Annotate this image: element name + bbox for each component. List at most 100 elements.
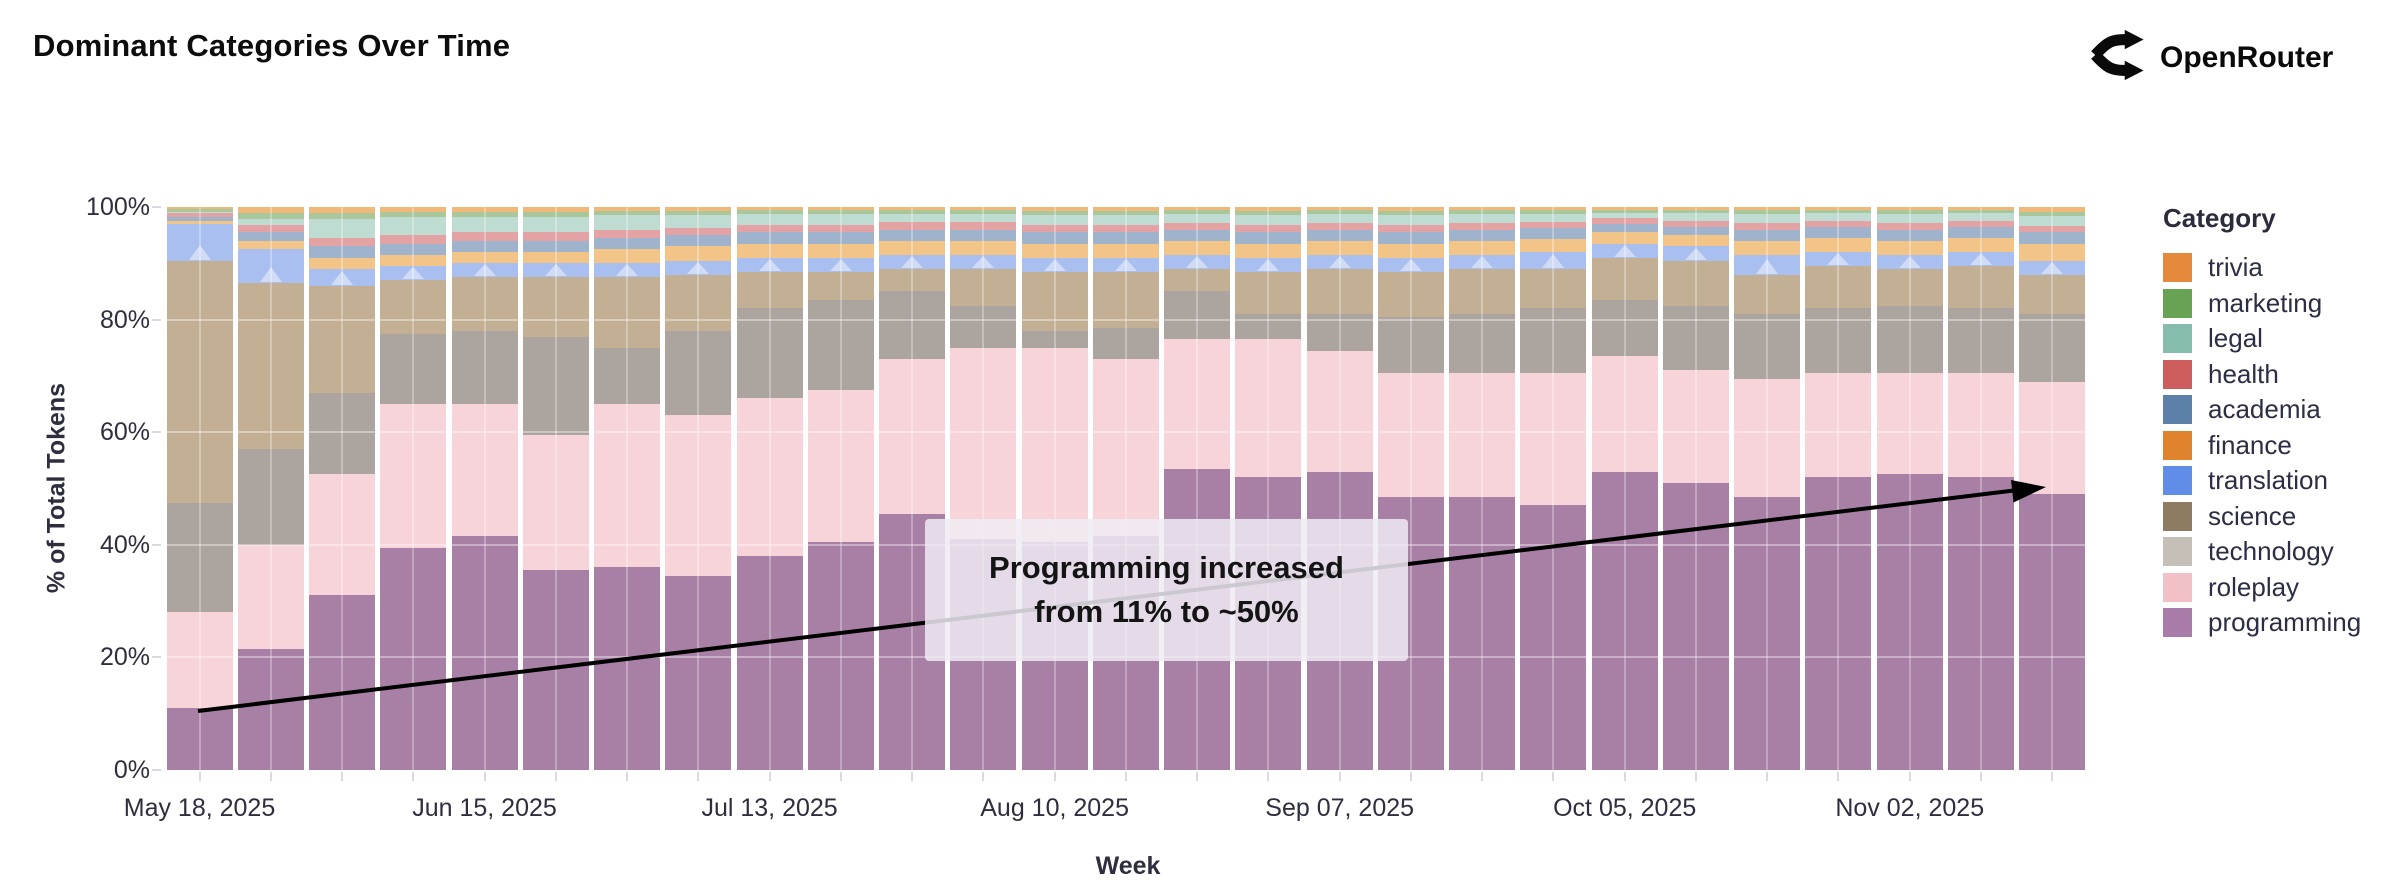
bar-segment-legal	[451, 216, 518, 233]
bar-segment-technology	[1662, 305, 1729, 371]
bar-segment-academia	[1876, 229, 1943, 241]
bar-segment-trivia	[1805, 207, 1872, 210]
bar-segment-roleplay	[1449, 373, 1516, 497]
bar-segment-trivia	[594, 207, 661, 211]
bar-segment-academia	[522, 240, 589, 253]
bar-segment-legal	[1235, 215, 1302, 226]
bar-segment-translation	[1948, 252, 2014, 267]
bar-segment-marketing	[1876, 210, 1943, 215]
bar-segment-translation	[1306, 254, 1373, 269]
bar-segment-legal	[1948, 213, 2014, 222]
bar-segment-health	[1734, 222, 1801, 230]
bar-segment-marketing	[1235, 210, 1302, 216]
bar-center-gridline	[1908, 207, 1911, 770]
bar-segment-health	[1235, 225, 1302, 233]
bar-segment-legal	[237, 219, 304, 226]
bar-segment-roleplay	[1164, 339, 1231, 469]
legend-item-science: science	[2163, 499, 2361, 535]
bar-center-gridline	[269, 207, 272, 770]
bar-segment-translation	[1734, 254, 1801, 275]
bar-segment-roleplay	[1235, 339, 1302, 478]
translation-band-triangle	[188, 244, 211, 260]
bar-segment-marketing	[665, 210, 732, 216]
bar-segment-translation	[1876, 254, 1943, 269]
bar-segment-roleplay	[1662, 370, 1729, 483]
bar-center-gridline	[1623, 207, 1626, 770]
bar-segment-academia	[1662, 226, 1729, 236]
bar-segment-technology	[380, 333, 447, 405]
bar-segment-finance	[879, 240, 946, 255]
y-tick-label: 0%	[113, 756, 150, 784]
bar-segment-trivia	[1520, 207, 1587, 211]
bar-segment-technology	[1805, 308, 1872, 374]
translation-band-triangle	[331, 270, 354, 285]
bar-segment-legal	[522, 216, 589, 233]
bar-segment-health	[594, 229, 661, 238]
bar-segment-programming	[2019, 494, 2086, 770]
bar-segment-marketing	[451, 211, 518, 217]
bar-segment-technology	[879, 291, 946, 360]
translation-band-triangle	[1043, 258, 1066, 271]
bar-segment-technology	[665, 330, 732, 416]
annotation-line-2: from 11% to ~50%	[1034, 594, 1299, 629]
bar-segment-marketing	[309, 212, 376, 220]
bar-segment-academia	[166, 216, 233, 221]
legend-label: legal	[2208, 323, 2263, 354]
bar-segment-roleplay	[1306, 350, 1373, 472]
bar-segment-academia	[380, 243, 447, 255]
y-tick-mark	[152, 206, 161, 208]
bar-segment-legal	[166, 211, 233, 214]
bar-segment-science	[665, 274, 732, 331]
bar-segment-academia	[2019, 232, 2086, 244]
legend-title: Category	[2163, 203, 2276, 233]
bar-segment-health	[665, 227, 732, 236]
bar-segment-translation	[950, 254, 1017, 269]
bar-segment-technology	[522, 336, 589, 436]
bar-segment-finance	[380, 254, 447, 267]
bar-segment-translation	[380, 266, 447, 281]
translation-band-triangle	[687, 261, 710, 274]
bar-segment-marketing	[1805, 209, 1872, 214]
translation-band-triangle	[616, 264, 639, 277]
bar-segment-translation	[1235, 257, 1302, 272]
bar-segment-legal	[2019, 216, 2086, 226]
bar-segment-legal	[1306, 214, 1373, 223]
x-tick-mark	[2051, 772, 2054, 781]
bar-segment-health	[1948, 221, 2014, 227]
bar-segment-science	[1377, 271, 1444, 317]
bar-segment-finance	[237, 240, 304, 250]
bar-center-gridline	[198, 207, 201, 770]
bar-segment-translation	[166, 223, 233, 261]
x-tick-mark	[626, 772, 629, 781]
bar-segment-trivia	[736, 207, 803, 211]
bar-segment-legal	[1662, 213, 1729, 221]
page-title: Dominant Categories Over Time	[33, 28, 511, 63]
bar-segment-health	[522, 232, 589, 241]
x-tick-label: Aug 10, 2025	[980, 794, 1129, 822]
bar-segment-technology	[309, 392, 376, 475]
bar-center-gridline	[1837, 207, 1840, 770]
translation-band-triangle	[901, 255, 924, 268]
bar-segment-marketing	[1377, 210, 1444, 216]
x-tick-mark	[1766, 772, 1769, 781]
bar-segment-science	[594, 277, 661, 348]
bar-segment-marketing	[1591, 209, 1658, 213]
x-tick-mark	[1267, 772, 1270, 781]
legend-item-academia: academia	[2163, 392, 2361, 428]
brand-label: OpenRouter	[2160, 40, 2334, 74]
legend-item-technology: technology	[2163, 534, 2361, 570]
bar-center-gridline	[1766, 207, 1769, 770]
bar-segment-trivia	[1306, 207, 1373, 211]
bar-segment-trivia	[1235, 207, 1302, 211]
bar-segment-marketing	[1948, 209, 2014, 214]
x-tick-label: May 18, 2025	[123, 794, 276, 822]
legend-swatch-legal	[2163, 324, 2192, 354]
bar-segment-science	[1734, 274, 1801, 314]
bar-segment-legal	[807, 214, 874, 226]
x-tick-label: Jun 15, 2025	[412, 794, 557, 822]
y-tick-mark	[152, 318, 161, 321]
bar-segment-trivia	[451, 207, 518, 212]
bar-segment-trivia	[950, 207, 1017, 211]
bar-center-gridline	[1481, 207, 1484, 770]
x-tick-mark	[341, 772, 344, 781]
